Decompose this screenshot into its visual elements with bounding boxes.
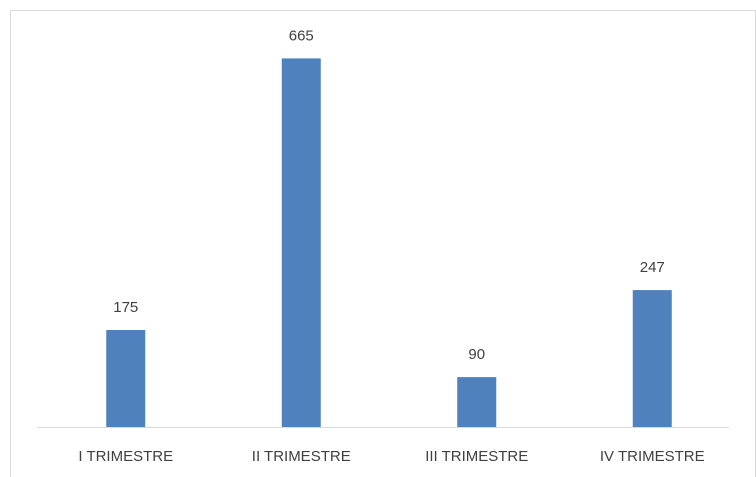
x-tick-label: II TRIMESTRE [252, 448, 351, 465]
bar [457, 377, 497, 427]
data-label: 247 [640, 259, 665, 276]
bar [106, 330, 146, 427]
bar [632, 290, 672, 427]
x-tick-label: IV TRIMESTRE [600, 448, 705, 465]
x-tick-label: III TRIMESTRE [425, 448, 528, 465]
data-label: 665 [289, 27, 314, 44]
data-label: 90 [468, 346, 485, 363]
bar [281, 58, 321, 428]
x-tick-label: I TRIMESTRE [78, 448, 173, 465]
data-label: 175 [113, 299, 138, 316]
